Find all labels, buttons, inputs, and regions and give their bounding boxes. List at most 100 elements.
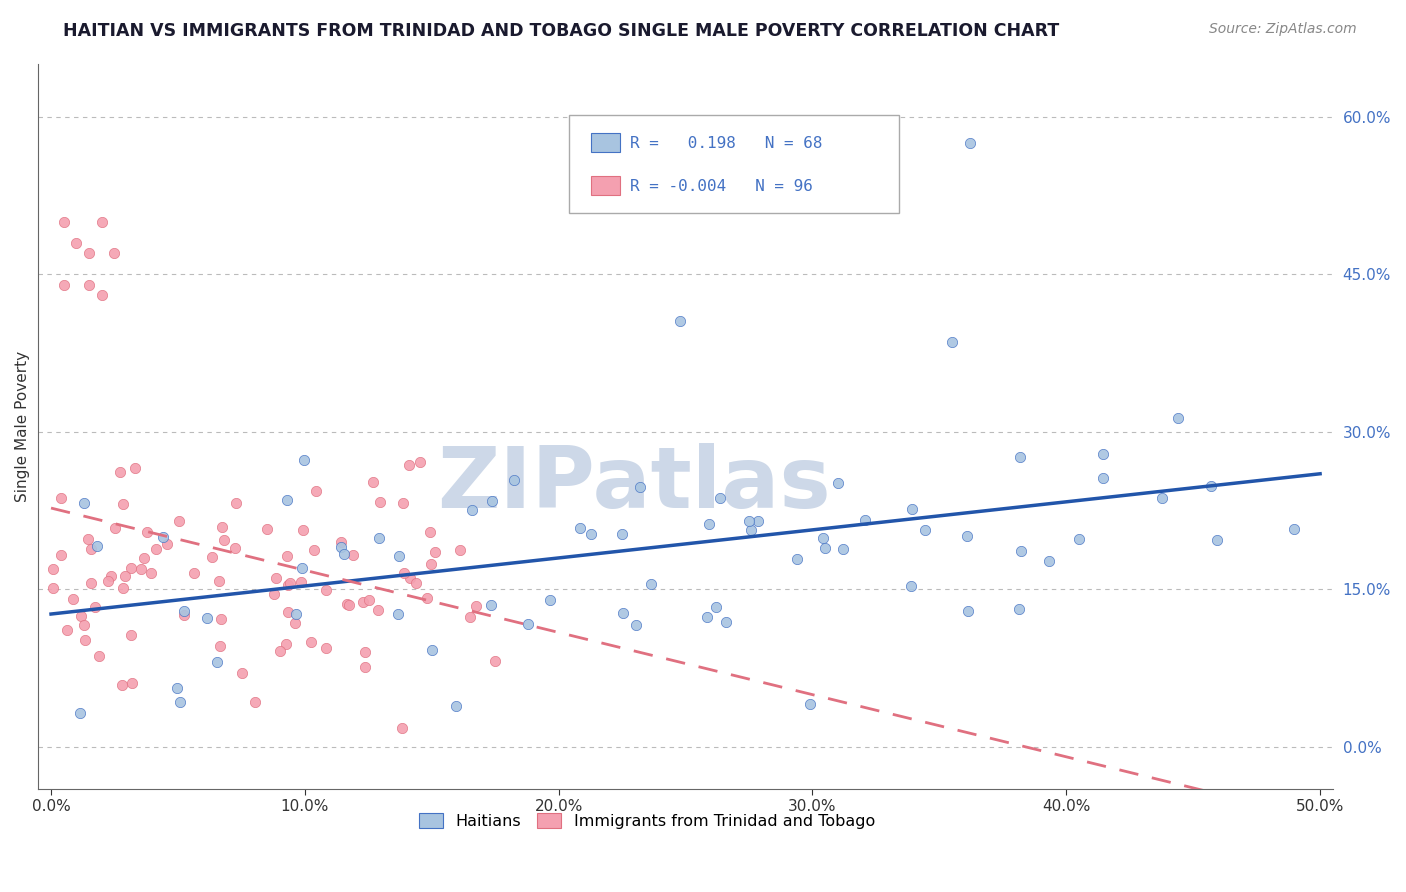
Point bbox=[111, 678, 134, 692]
Point bbox=[342, 549, 364, 563]
Y-axis label: Single Male Poverty: Single Male Poverty bbox=[15, 351, 30, 502]
Point bbox=[484, 654, 506, 668]
Point bbox=[956, 528, 979, 542]
Point bbox=[353, 645, 375, 659]
Point bbox=[420, 643, 443, 657]
Point bbox=[167, 514, 190, 528]
Point bbox=[77, 277, 100, 292]
Point bbox=[208, 574, 231, 588]
Point bbox=[278, 576, 301, 591]
Point bbox=[367, 602, 389, 616]
Point bbox=[49, 491, 72, 506]
Point bbox=[704, 599, 727, 614]
Point bbox=[900, 579, 922, 593]
Point bbox=[1282, 522, 1305, 536]
Point bbox=[387, 549, 409, 563]
Point bbox=[277, 605, 299, 619]
Point bbox=[52, 214, 75, 228]
Point bbox=[51, 548, 73, 562]
Point bbox=[391, 721, 413, 735]
Point bbox=[201, 549, 224, 564]
Point bbox=[121, 676, 143, 690]
Point bbox=[315, 640, 337, 655]
Point bbox=[315, 583, 337, 598]
Point bbox=[292, 453, 315, 467]
Point bbox=[1150, 491, 1173, 505]
Point bbox=[274, 637, 297, 651]
Point bbox=[173, 604, 195, 618]
Point bbox=[640, 577, 662, 591]
Point bbox=[853, 513, 876, 527]
Point bbox=[134, 551, 156, 566]
FancyBboxPatch shape bbox=[591, 133, 620, 153]
Point bbox=[1010, 543, 1032, 558]
Point bbox=[914, 523, 936, 537]
Point bbox=[538, 593, 561, 607]
Point bbox=[284, 607, 307, 621]
Point bbox=[103, 246, 125, 260]
Point bbox=[208, 639, 231, 653]
Point bbox=[1010, 450, 1032, 465]
Point bbox=[813, 531, 835, 545]
Point bbox=[302, 543, 325, 558]
Point bbox=[90, 288, 112, 302]
Point bbox=[111, 581, 134, 595]
Point bbox=[361, 475, 384, 489]
Point bbox=[367, 531, 389, 545]
Point bbox=[276, 492, 298, 507]
Point bbox=[62, 591, 84, 606]
Point bbox=[108, 465, 131, 479]
FancyBboxPatch shape bbox=[591, 176, 620, 195]
Point bbox=[696, 610, 718, 624]
Point bbox=[409, 454, 432, 468]
Point bbox=[152, 530, 174, 544]
Point bbox=[277, 577, 299, 591]
Point bbox=[1038, 553, 1060, 567]
Point bbox=[1067, 532, 1090, 546]
Point bbox=[959, 136, 981, 150]
Point bbox=[1167, 411, 1189, 425]
Point bbox=[425, 545, 447, 559]
Point bbox=[276, 549, 298, 563]
FancyBboxPatch shape bbox=[569, 115, 900, 212]
Point bbox=[290, 575, 312, 590]
Point bbox=[368, 495, 391, 509]
Point bbox=[52, 277, 75, 292]
Point bbox=[166, 681, 188, 695]
Point bbox=[56, 623, 79, 637]
Point bbox=[77, 246, 100, 260]
Point bbox=[458, 610, 481, 624]
Point bbox=[329, 534, 352, 549]
Point bbox=[70, 609, 93, 624]
Point bbox=[76, 532, 98, 546]
Point bbox=[418, 524, 440, 539]
Point bbox=[111, 497, 134, 511]
Point bbox=[90, 214, 112, 228]
Point bbox=[738, 514, 761, 528]
Point bbox=[65, 235, 87, 250]
Point bbox=[284, 615, 307, 630]
Point bbox=[269, 644, 291, 658]
Point bbox=[136, 525, 159, 540]
Point bbox=[87, 649, 110, 664]
Point bbox=[169, 696, 191, 710]
Point bbox=[481, 494, 503, 508]
Point bbox=[709, 491, 731, 506]
Point bbox=[263, 587, 285, 601]
Point bbox=[243, 695, 266, 709]
Point bbox=[256, 522, 278, 536]
Text: R = -0.004   N = 96: R = -0.004 N = 96 bbox=[630, 179, 813, 194]
Point bbox=[392, 496, 415, 510]
Point bbox=[337, 599, 360, 613]
Point bbox=[69, 706, 91, 720]
Point bbox=[211, 520, 233, 534]
Point bbox=[124, 461, 146, 475]
Point bbox=[73, 496, 96, 510]
Text: R =   0.198   N = 68: R = 0.198 N = 68 bbox=[630, 136, 823, 152]
Point bbox=[120, 561, 142, 575]
Point bbox=[100, 568, 122, 582]
Point bbox=[697, 517, 720, 532]
Point bbox=[195, 611, 218, 625]
Point bbox=[292, 524, 315, 538]
Point bbox=[231, 665, 253, 680]
